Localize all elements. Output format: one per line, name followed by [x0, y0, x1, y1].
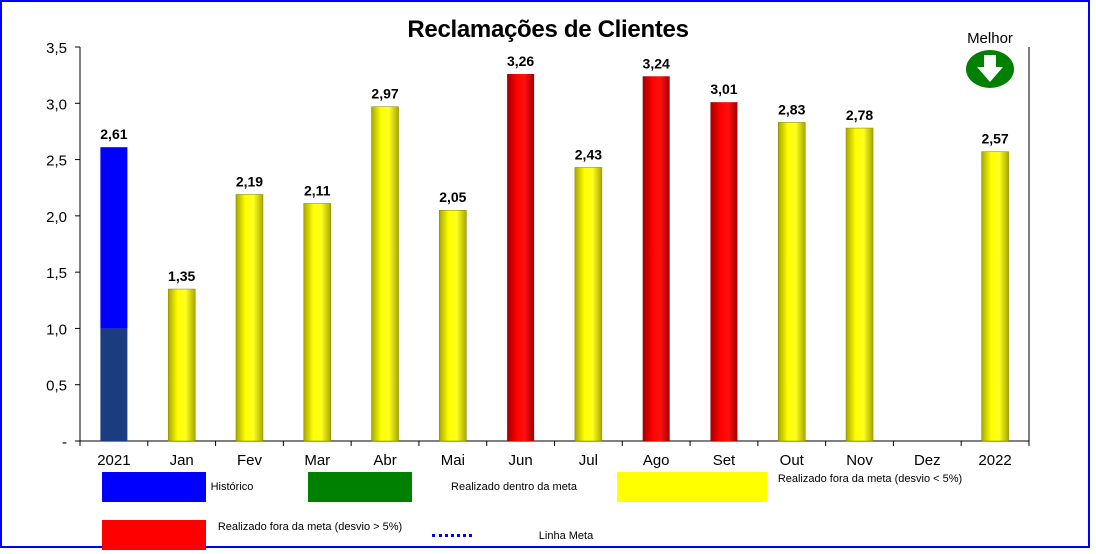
bar — [371, 106, 399, 442]
y-tick-label: 1,0 — [46, 321, 67, 338]
x-tick-label: Out — [780, 452, 805, 469]
bar — [710, 102, 738, 441]
x-tick-label: Jun — [509, 452, 533, 469]
down-arrow-icon — [966, 50, 1014, 88]
y-tick-label: 2,5 — [46, 153, 67, 170]
bar-value-label: 2,78 — [846, 107, 873, 123]
x-tick-label: Mai — [441, 452, 465, 469]
y-tick-label: 0,5 — [46, 378, 67, 395]
y-tick-label: 3,0 — [46, 96, 67, 113]
legend-label-meta: Linha Meta — [538, 530, 594, 542]
legend-label-fora-maior: Realizado fora da meta (desvio > 5%) — [217, 521, 403, 533]
bar-value-label: 3,24 — [643, 55, 670, 71]
x-tick-label: Ago — [643, 452, 670, 469]
x-tick-label: Set — [713, 452, 736, 469]
bar — [574, 167, 603, 442]
bar-value-label: 2,83 — [778, 101, 805, 117]
bar — [845, 127, 874, 442]
legend-label-dentro: Realizado dentro da meta — [451, 481, 577, 493]
bar-value-label: 3,26 — [507, 53, 534, 69]
legend-swatch-historico — [102, 472, 206, 502]
bar-value-label: 2,05 — [439, 189, 466, 205]
chart-title: Reclamações de Clientes — [407, 16, 689, 43]
bar-value-label: 2,11 — [304, 182, 331, 198]
bar — [981, 151, 1009, 442]
y-tick-label: 2,0 — [46, 209, 67, 226]
legend-label-historico: Histórico — [210, 481, 254, 493]
x-tick-label: Dez — [914, 452, 941, 469]
bar — [303, 203, 331, 442]
bar — [642, 76, 670, 442]
y-tick-label: - — [62, 434, 67, 451]
x-tick-label: Nov — [846, 452, 873, 469]
bar-value-label: 2,57 — [981, 131, 1008, 147]
x-tick-label: 2021 — [97, 452, 130, 469]
y-tick-label: 1,5 — [46, 265, 67, 282]
legend-swatch-dentro — [308, 472, 412, 502]
legend-label-fora-menor: Realizado fora da meta (desvio < 5%) — [777, 473, 963, 485]
bar — [235, 194, 264, 442]
y-tick-label: 3,5 — [46, 40, 67, 57]
x-tick-label: Mar — [304, 452, 330, 469]
legend-swatch-fora-maior — [102, 520, 206, 550]
bar — [507, 74, 535, 441]
x-tick-label: Jan — [170, 452, 194, 469]
x-tick-label: Abr — [373, 452, 396, 469]
bar — [778, 122, 806, 442]
bar — [439, 209, 467, 442]
bar — [100, 147, 128, 329]
bar — [100, 328, 128, 441]
legend-swatch-fora-menor — [617, 472, 767, 502]
bar — [167, 288, 196, 442]
bar-value-label: 2,97 — [371, 86, 398, 102]
bar-value-label: 2,19 — [236, 173, 263, 189]
x-tick-label: Jul — [579, 452, 598, 469]
x-tick-label: 2022 — [978, 452, 1011, 469]
bar-value-label: 2,43 — [575, 146, 602, 162]
x-tick-label: Fev — [237, 452, 263, 469]
bar-value-label: 2,61 — [100, 126, 127, 142]
bar-value-label: 3,01 — [710, 81, 737, 97]
bar-value-label: 1,35 — [168, 268, 195, 284]
melhor-label: Melhor — [967, 30, 1013, 47]
legend-swatch-meta — [432, 534, 472, 537]
